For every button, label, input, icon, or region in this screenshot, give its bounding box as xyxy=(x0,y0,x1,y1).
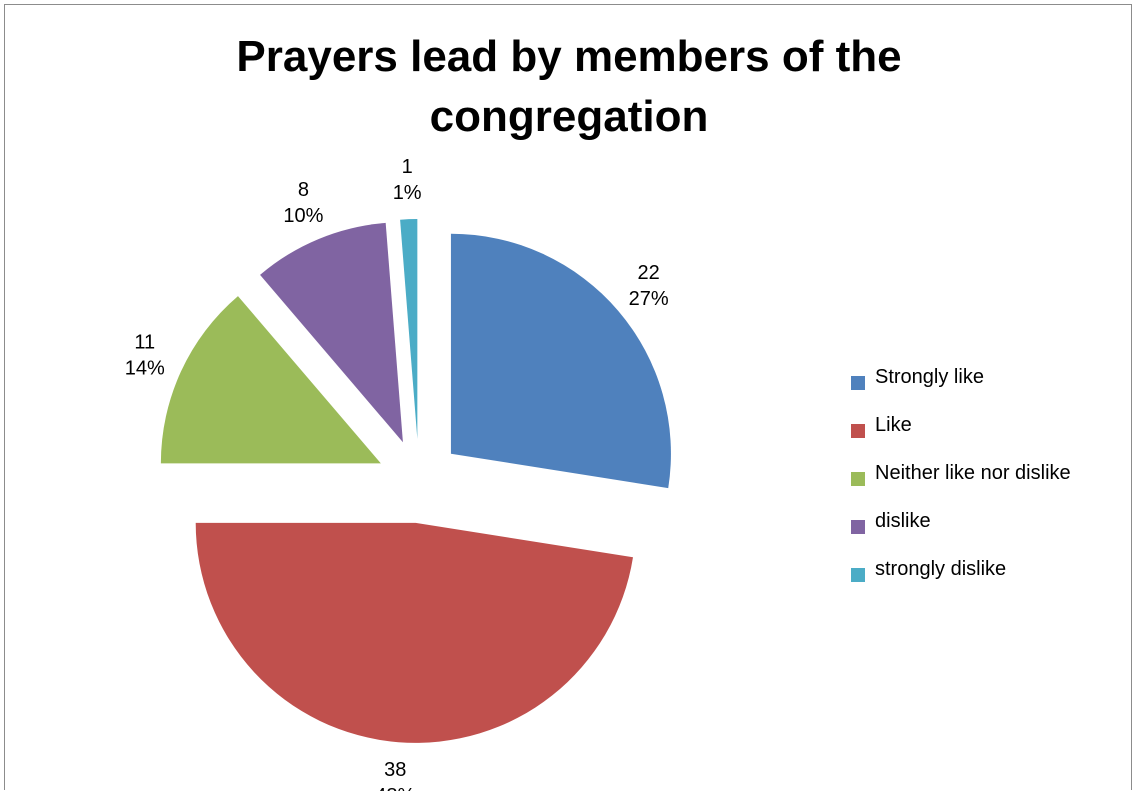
legend-swatch xyxy=(851,472,865,486)
pie-slice-neither xyxy=(160,296,381,464)
legend-swatch xyxy=(851,376,865,390)
legend-label: Like xyxy=(875,414,912,436)
data-label-strongly-dislike: 1 1% xyxy=(393,156,422,204)
chart-title-line-1: Prayers lead by members of the xyxy=(236,32,902,81)
chart-area: Prayers lead by members of the congregat… xyxy=(4,4,1133,791)
chart-title: Prayers lead by members of the congregat… xyxy=(5,27,1133,147)
data-label-value: 22 xyxy=(638,262,660,284)
legend-swatch xyxy=(851,424,865,438)
data-label-percent: 27% xyxy=(629,288,669,310)
pie-slice-strongly-dislike xyxy=(400,219,418,440)
pie-slices xyxy=(160,219,671,743)
data-label-like: 38 48% xyxy=(375,759,415,791)
legend-swatch xyxy=(851,520,865,534)
data-label-percent: 48% xyxy=(375,785,415,791)
data-label-strongly-like: 22 27% xyxy=(629,262,669,310)
pie-slice-dislike xyxy=(260,222,403,443)
legend-swatch xyxy=(851,568,865,582)
data-label-percent: 1% xyxy=(393,182,422,204)
chart-title-line-2: congregation xyxy=(429,92,709,141)
data-label-value: 38 xyxy=(384,759,406,781)
data-label-value: 1 xyxy=(402,156,413,178)
data-label-neither: 11 14% xyxy=(125,332,165,380)
data-label-value: 8 xyxy=(298,179,309,201)
legend-label: strongly dislike xyxy=(875,558,1007,580)
legend-label: dislike xyxy=(875,510,931,532)
pie-slice-strongly-like xyxy=(450,233,671,489)
pie-slice-like xyxy=(195,522,633,743)
data-label-dislike: 8 10% xyxy=(283,179,323,227)
data-label-percent: 10% xyxy=(283,205,323,227)
data-label-value: 11 xyxy=(134,332,155,354)
data-label-percent: 14% xyxy=(125,358,165,380)
legend-label: Strongly like xyxy=(875,366,984,388)
legend-label: Neither like nor dislike xyxy=(875,462,1071,484)
